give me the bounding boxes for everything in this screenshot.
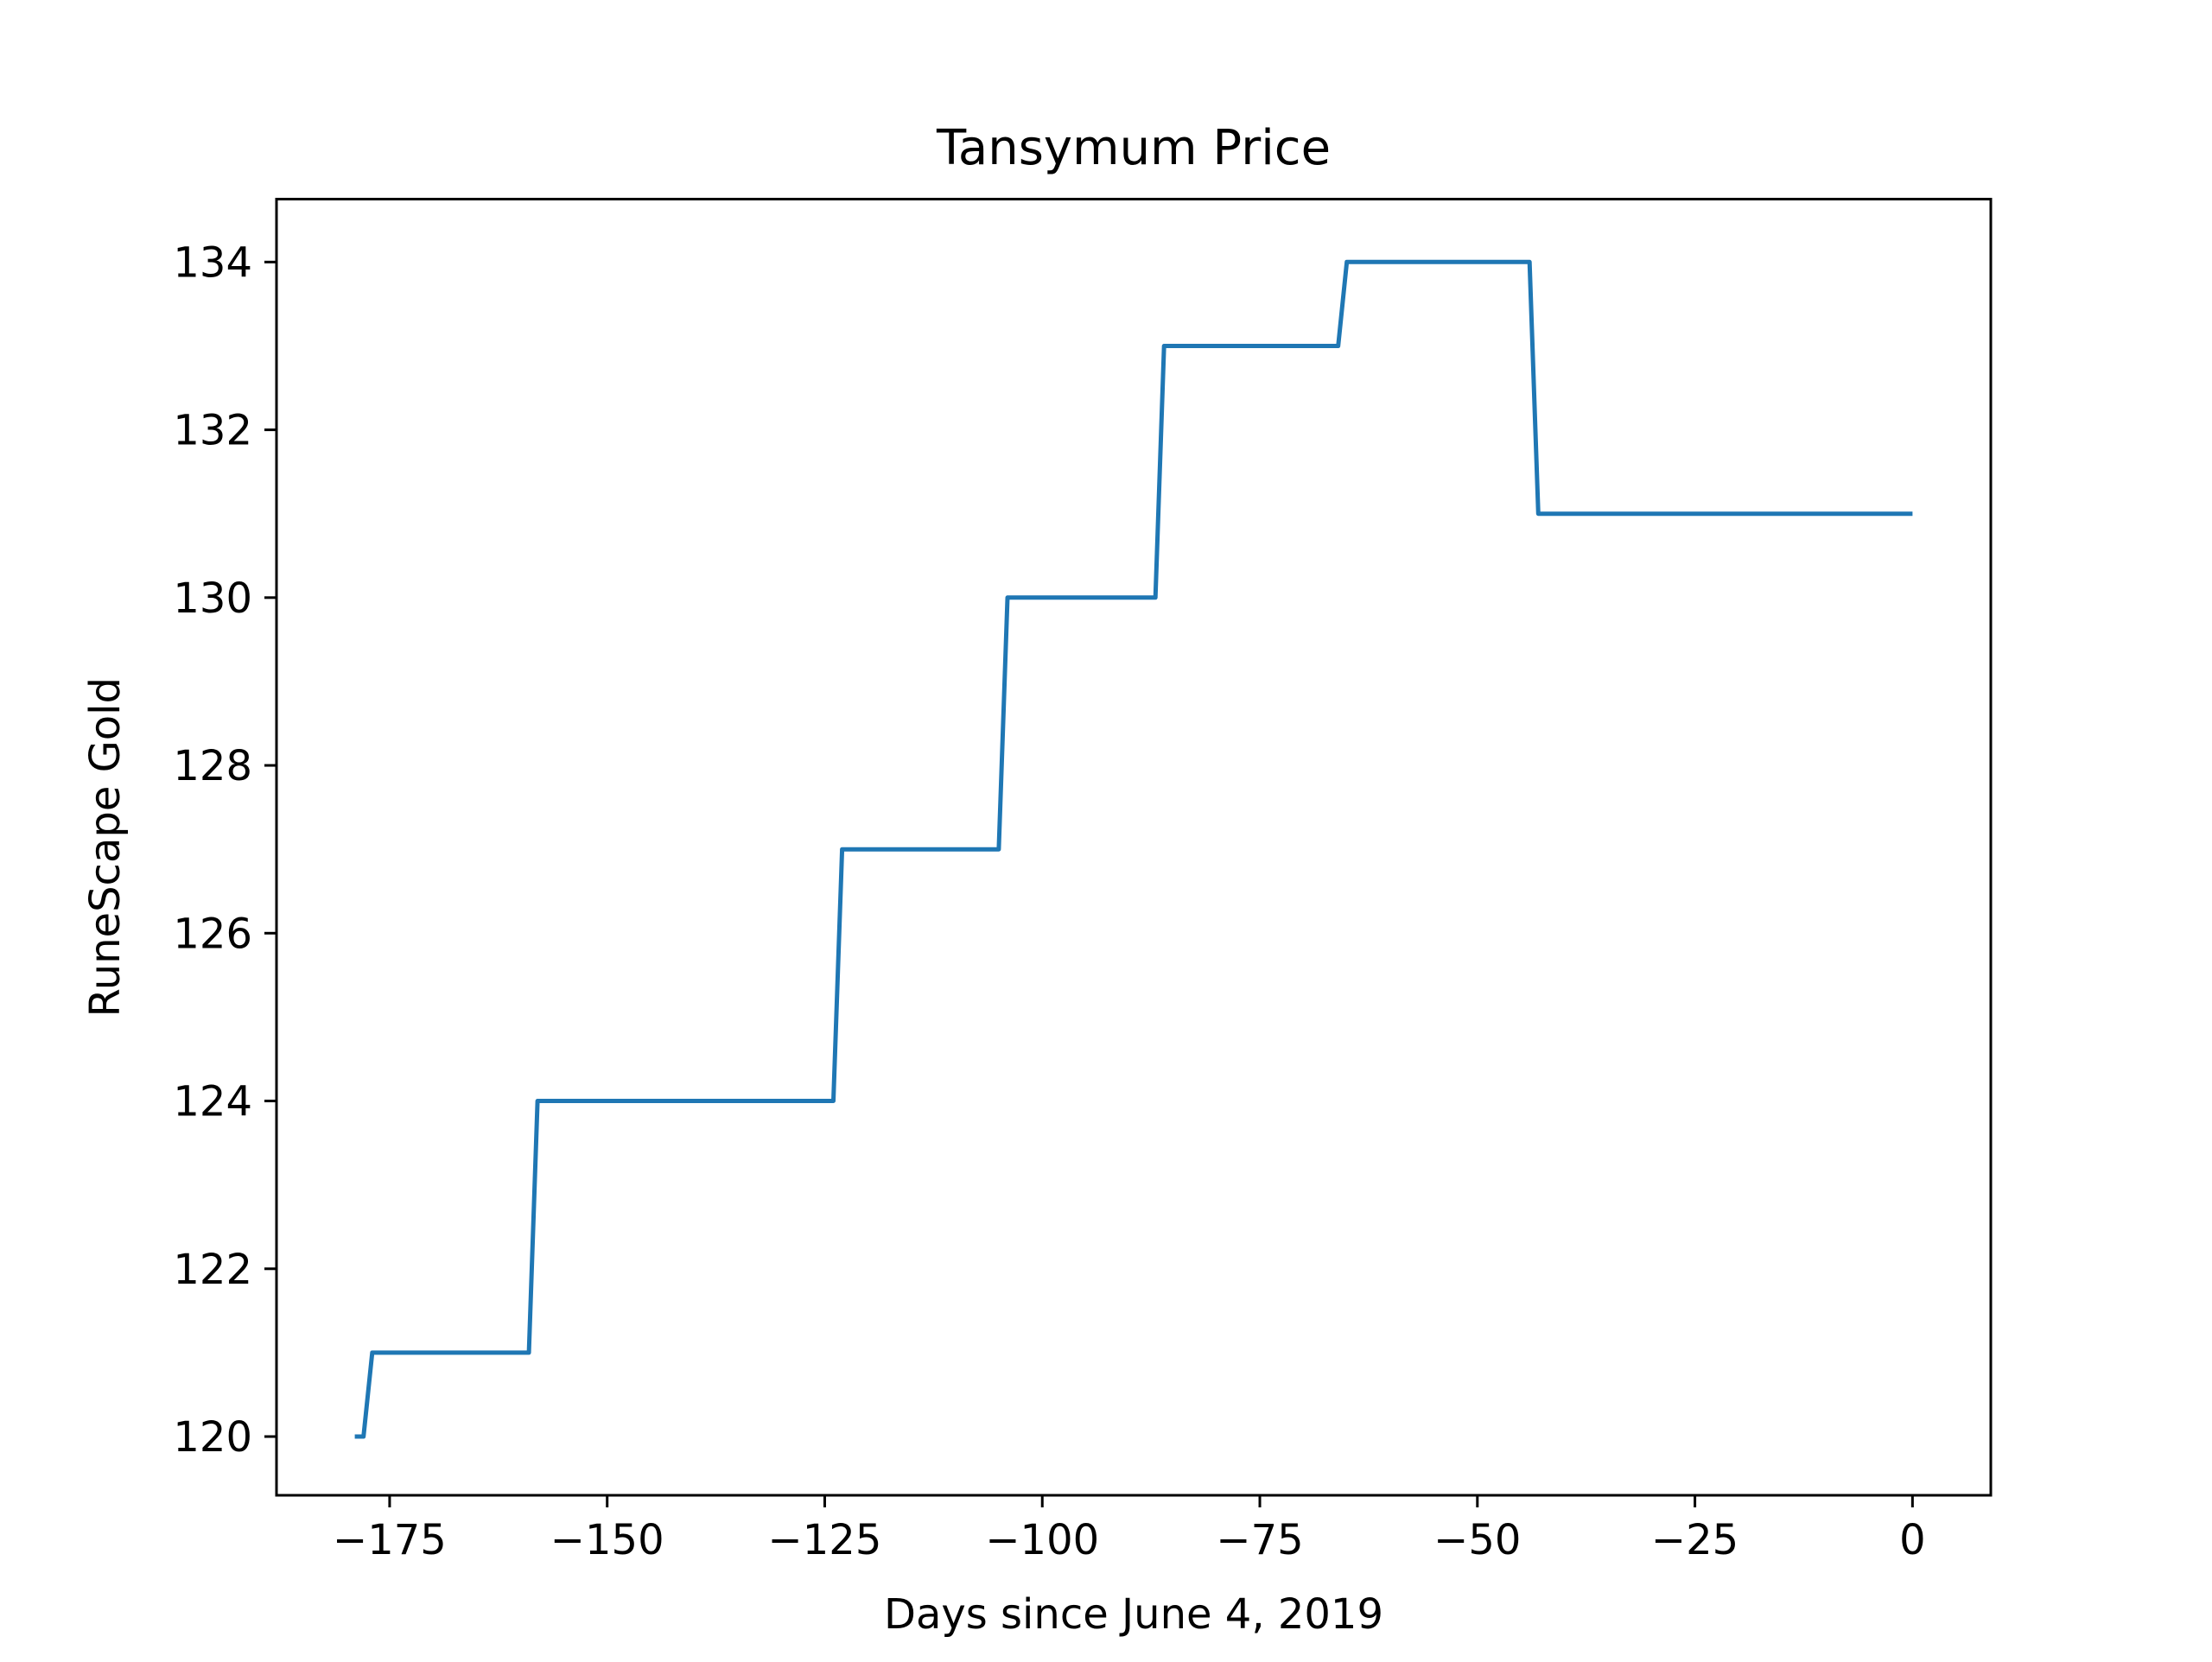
y-tick-label: 128 [173, 742, 252, 790]
y-axis-label: RuneScape Gold [81, 677, 130, 1017]
x-tick-label: −125 [768, 1516, 882, 1564]
x-tick-label: 0 [1899, 1516, 1926, 1564]
series-layer [354, 259, 1913, 1439]
x-tick-label: −150 [550, 1516, 664, 1564]
y-tick-label: 122 [173, 1246, 252, 1294]
y-tick-label: 132 [173, 407, 252, 455]
series-line-0 [354, 259, 1913, 1439]
x-tick-label: −25 [1651, 1516, 1738, 1564]
x-tick-label: −175 [333, 1516, 447, 1564]
x-axis: −175 −150 −125 −100 −75 −50 −25 0 [333, 1495, 1926, 1564]
x-tick-label: −75 [1216, 1516, 1303, 1564]
x-axis-label: Days since June 4, 2019 [884, 1590, 1383, 1639]
y-tick-label: 130 [173, 574, 252, 623]
plot-frame [275, 198, 1993, 1497]
y-tick-label: 126 [173, 910, 252, 958]
x-tick-label: −100 [985, 1516, 1099, 1564]
y-axis: 120 122 124 126 128 130 132 134 [173, 238, 276, 1462]
x-tick-label: −50 [1433, 1516, 1521, 1564]
y-tick-label: 134 [173, 238, 252, 287]
y-tick-label: 124 [173, 1078, 252, 1126]
chart-title: Tansymum Price [936, 120, 1331, 176]
y-tick-label: 120 [173, 1413, 252, 1462]
